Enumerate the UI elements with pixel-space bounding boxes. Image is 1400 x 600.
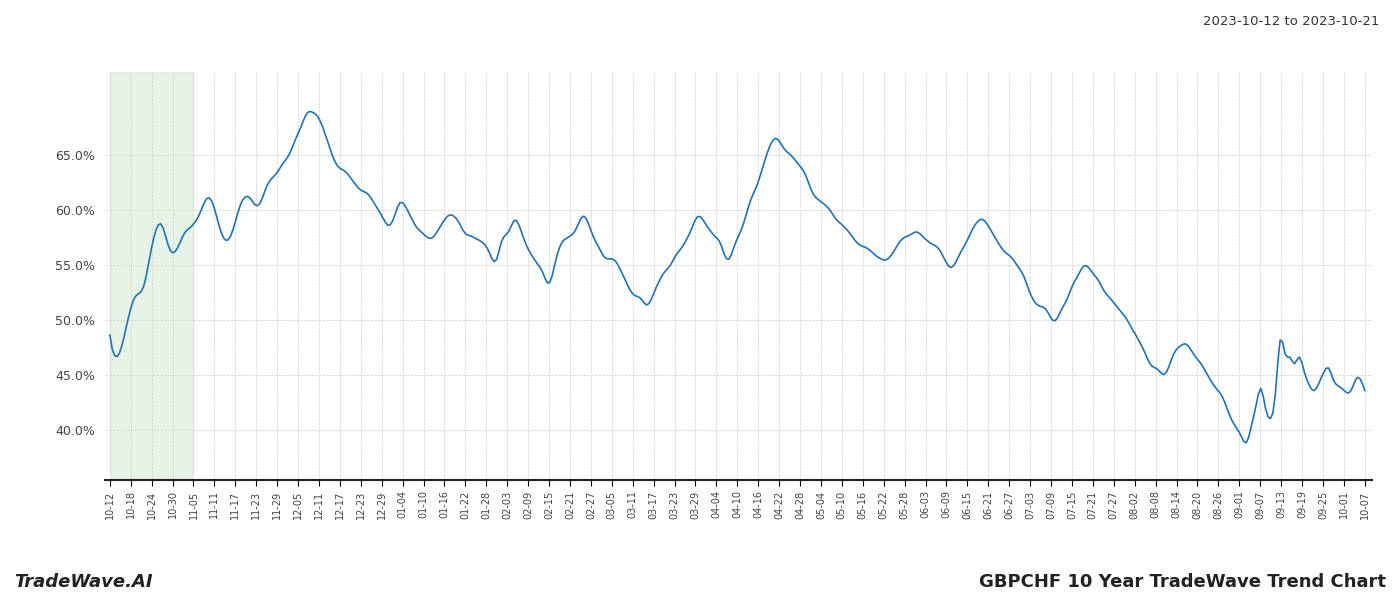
Text: 2023-10-12 to 2023-10-21: 2023-10-12 to 2023-10-21 <box>1203 15 1379 28</box>
Bar <box>109 72 193 480</box>
Text: GBPCHF 10 Year TradeWave Trend Chart: GBPCHF 10 Year TradeWave Trend Chart <box>979 573 1386 591</box>
Text: TradeWave.AI: TradeWave.AI <box>14 573 153 591</box>
